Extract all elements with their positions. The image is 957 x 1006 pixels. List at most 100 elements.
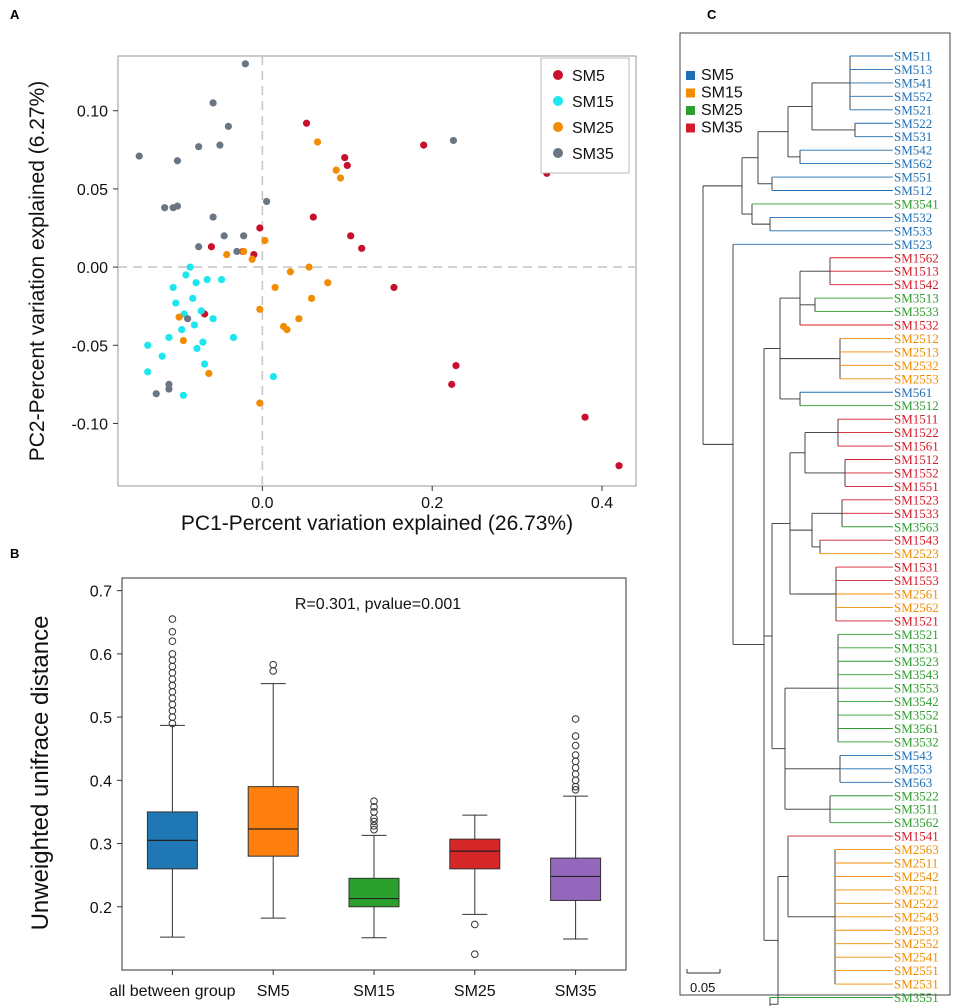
dendrogram-leaf-label: SM3512 [894, 398, 939, 413]
scatter-point-sm25 [336, 174, 345, 182]
dendrogram-legend-label-sm15: SM15 [701, 85, 743, 102]
scatter-point-sm5 [581, 413, 589, 421]
dendrogram-frame [679, 32, 951, 996]
box-outlier [571, 786, 580, 794]
box-outlier [571, 757, 580, 766]
dendrogram-leaf-label: SM521 [894, 102, 932, 117]
dendrogram-leaf-label: SM563 [894, 775, 932, 790]
dendrogram-leaf-label: SM1553 [894, 573, 939, 588]
scatter-legend-marker-sm35 [553, 148, 563, 158]
box-iqr [550, 857, 602, 901]
dendrogram-leaf-label: SM2552 [894, 936, 939, 951]
dendrogram-leaf-label: SM531 [894, 129, 932, 144]
scatter-legend-marker-sm5 [553, 70, 563, 80]
scatter-point-sm5 [207, 243, 216, 251]
scatter-point-sm35 [195, 243, 203, 251]
dendrogram-leaf-label: SM532 [894, 210, 932, 225]
scatter-point-sm35 [240, 232, 248, 240]
scatter-point-sm15 [179, 391, 187, 399]
dendrogram-leaf-label: SM543 [894, 748, 932, 763]
scatter-point-sm15 [144, 368, 152, 376]
scatter-plot-frame [117, 55, 637, 487]
box-outlier [269, 667, 278, 675]
dendrogram-leaf-label: SM1523 [894, 492, 939, 507]
box-outlier [471, 920, 479, 929]
boxplot-category-label: SM35 [555, 983, 597, 1000]
scatter-point-sm25 [261, 236, 269, 245]
scatter-point-sm35 [224, 122, 232, 130]
scatter-point-sm25 [179, 336, 187, 345]
scatter-point-sm25 [256, 305, 264, 313]
dendrogram-legend-label-sm35: SM35 [701, 120, 743, 137]
scatter-legend-marker-sm15 [553, 96, 563, 106]
box-3 [348, 797, 400, 939]
box-outlier [168, 688, 177, 696]
dendrogram-leaf-label: SM1552 [894, 465, 939, 480]
dendrogram-leaf-label: SM1521 [894, 613, 939, 628]
panel-label-c: C [707, 7, 717, 22]
scatter-point-sm15 [165, 333, 173, 342]
scatter-point-sm35 [209, 213, 217, 221]
scatter-point-sm5 [420, 141, 428, 149]
scatter-point-sm15 [209, 315, 217, 323]
dendrogram-leaf-label: SM3523 [894, 654, 939, 669]
box-outlier [168, 700, 177, 709]
dendrogram-leaf-label: SM513 [894, 62, 932, 77]
scatter-point-sm15 [169, 283, 177, 292]
dendrogram-leaf-label: SM2521 [894, 882, 939, 897]
dendrogram-leaf-label: SM3522 [894, 788, 939, 803]
dendrogram-leaf-label: SM552 [894, 89, 932, 104]
scatter-point-sm5 [615, 462, 623, 470]
box-outlier [571, 715, 580, 723]
box-outlier [370, 817, 378, 826]
dendrogram-leaf-label: SM1541 [894, 829, 939, 844]
box-outlier [370, 797, 378, 805]
box-outlier [571, 751, 580, 759]
scatter-x-tick-label: 0.4 [591, 495, 613, 512]
scatter-point-sm35 [184, 315, 192, 323]
dendrogram-leaf-label: SM562 [894, 156, 932, 171]
scatter-point-sm15 [218, 276, 226, 284]
box-outlier [168, 627, 177, 636]
scatter-point-sm35 [209, 99, 217, 107]
scatter-point-sm15 [172, 299, 180, 307]
box-iqr [449, 838, 501, 870]
dendrogram-leaf-label: SM1562 [894, 250, 939, 265]
dendrogram-leaf-label: SM1542 [894, 277, 939, 292]
dendrogram-leaf-label: SM3521 [894, 627, 939, 642]
scatter-point-sm5 [390, 283, 398, 292]
dendrogram-leaf-label: SM3553 [894, 681, 939, 696]
box-outlier [571, 770, 580, 778]
scatter-point-sm25 [248, 255, 256, 263]
boxplot-y-tick-label: 0.6 [90, 647, 112, 664]
box-5 [550, 715, 602, 940]
scatter-point-sm25 [271, 283, 279, 292]
scatter-legend: SM5 SM15 SM25 SM35 [540, 57, 630, 174]
scatter-point-sm25 [223, 250, 231, 259]
box-outlier [571, 776, 580, 785]
dendrogram-leaf-label: SM3551 [894, 990, 939, 1005]
dendrogram-legend-swatch-sm35 [686, 123, 695, 133]
box-outlier [370, 808, 378, 816]
dendrogram-leaf-label: SM3562 [894, 815, 939, 830]
scatter-legend-label-sm15: SM15 [572, 94, 614, 111]
scatter-point-sm35 [216, 141, 224, 149]
scatter-legend-label-sm35: SM35 [572, 146, 614, 163]
box-outlier [168, 694, 177, 702]
scatter-point-sm35 [449, 136, 458, 145]
dendrogram-leaf-label: SM2541 [894, 950, 939, 965]
dendrogram-leaf-label: SM553 [894, 761, 932, 776]
scatter-point-sm15 [186, 263, 194, 271]
dendrogram-leaf-label: SM1513 [894, 264, 939, 279]
scatter-point-sm25 [205, 369, 213, 378]
dendrogram-leaf-label: SM1561 [894, 439, 939, 454]
scatter-point-sm15 [189, 294, 197, 302]
dendrogram-leaf-label: SM512 [894, 183, 932, 198]
scale-bar-label: 0.05 [690, 980, 715, 995]
distance-boxplot-chart: R=0.301, pvalue=0.001 0.2 0.3 0.4 0.5 0.6 0.7… [27, 577, 627, 1000]
box-outlier [571, 741, 580, 750]
boxplot-category-label: SM5 [257, 983, 290, 1000]
box-outlier [370, 825, 378, 834]
box-outlier [168, 650, 177, 658]
